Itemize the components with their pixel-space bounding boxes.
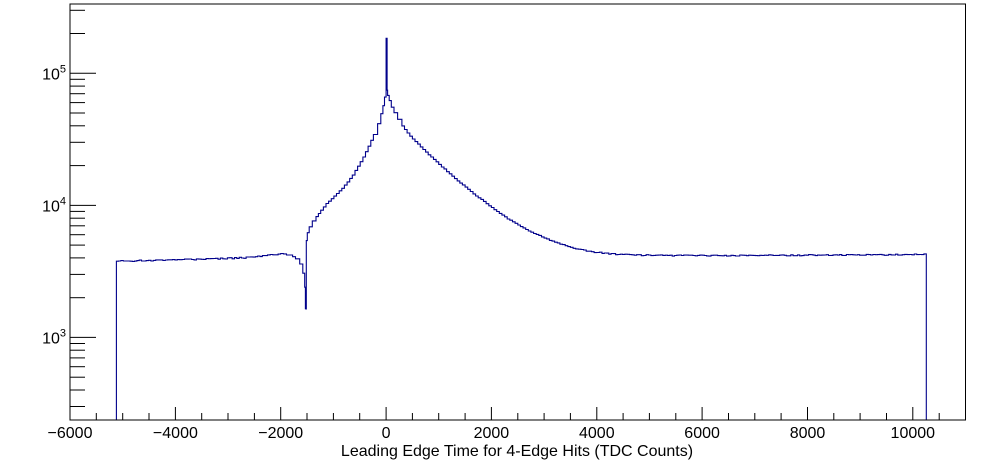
x-tick-label: 0: [382, 425, 391, 442]
plot-frame: [69, 3, 966, 421]
y-tick-label: 104: [42, 195, 66, 215]
y-tick-label: 103: [42, 327, 66, 347]
x-tick-label: −4000: [153, 425, 198, 442]
y-tick-label: 105: [42, 63, 66, 83]
axes-layer: −6000 −4000 −2000 0 2000 4000 6000 8000 10000 103…: [42, 9, 940, 442]
x-tick-label: 2000: [474, 425, 510, 442]
histogram-line: [115, 37, 927, 420]
x-tick-label: −6000: [48, 425, 93, 442]
x-tick-label: 6000: [684, 425, 720, 442]
x-tick-label: 10000: [891, 425, 936, 442]
x-tick-label: 8000: [790, 425, 826, 442]
x-tick-label: −2000: [258, 425, 303, 442]
x-tick-label: 4000: [579, 425, 615, 442]
x-axis-title: Leading Edge Time for 4-Edge Hits (TDC C…: [341, 443, 693, 460]
